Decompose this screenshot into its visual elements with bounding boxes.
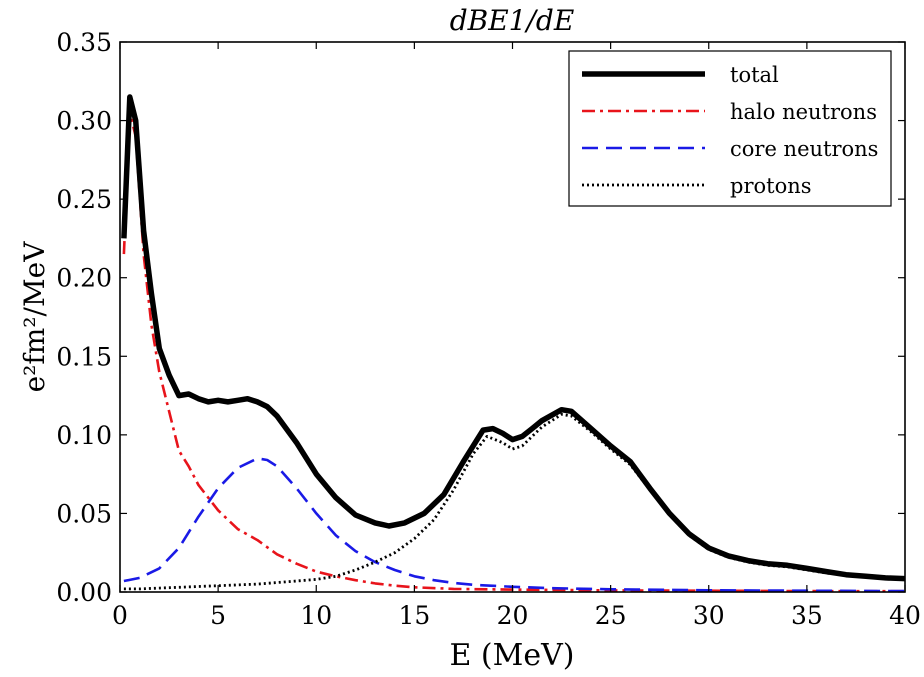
- series-layer: [121, 94, 906, 593]
- ticks-layer: 0 5 10 15 20 25 30 35 40 0.00 0.05 0.10 0.15 0.20 0.25…: [56, 28, 921, 630]
- x-tick-label-15: 15: [398, 601, 430, 630]
- series-line-halo-neutrons: [122, 111, 906, 593]
- legend-label-halo-neutrons: halo neutrons: [730, 100, 877, 124]
- legend-box: [568, 50, 892, 207]
- x-tick-label-0: 0: [112, 601, 128, 630]
- x-axis-label: E (MeV): [450, 638, 575, 673]
- y-tick-label-0.15: 0.15: [56, 342, 112, 371]
- series-line-core-neutrons: [123, 457, 906, 593]
- y-tick-label-0: 0.00: [56, 578, 112, 607]
- y-tick-label-0.2: 0.20: [56, 264, 112, 293]
- legend-label-protons: protons: [730, 174, 812, 198]
- y-tick-label-0.35: 0.35: [56, 28, 112, 57]
- y-tick-label-0.1: 0.10: [56, 421, 112, 450]
- x-tick-label-10: 10: [300, 601, 332, 630]
- plot-frame: [119, 41, 906, 593]
- legend-items: total halo neutrons core neutrons protons: [582, 63, 878, 198]
- x-tick-label-20: 20: [497, 601, 529, 630]
- y-tick-label-0.05: 0.05: [56, 499, 112, 528]
- legend-label-total: total: [730, 63, 779, 87]
- x-tick-label-30: 30: [693, 601, 725, 630]
- y-tick-label-0.25: 0.25: [56, 185, 112, 214]
- y-tick-label-0.3: 0.30: [56, 107, 112, 136]
- legend: total halo neutrons core neutrons protons: [568, 50, 892, 207]
- x-tick-label-5: 5: [210, 601, 226, 630]
- series-line-total: [121, 94, 906, 582]
- chart-title: dBE1/dE: [450, 4, 575, 37]
- x-tick-label-40: 40: [889, 601, 921, 630]
- x-tick-label-35: 35: [791, 601, 823, 630]
- y-axis-label: e²fm²/MeV: [18, 241, 51, 393]
- legend-label-core-neutrons: core neutrons: [730, 137, 878, 161]
- series-line-protons: [123, 412, 906, 591]
- x-tick-label-25: 25: [595, 601, 627, 630]
